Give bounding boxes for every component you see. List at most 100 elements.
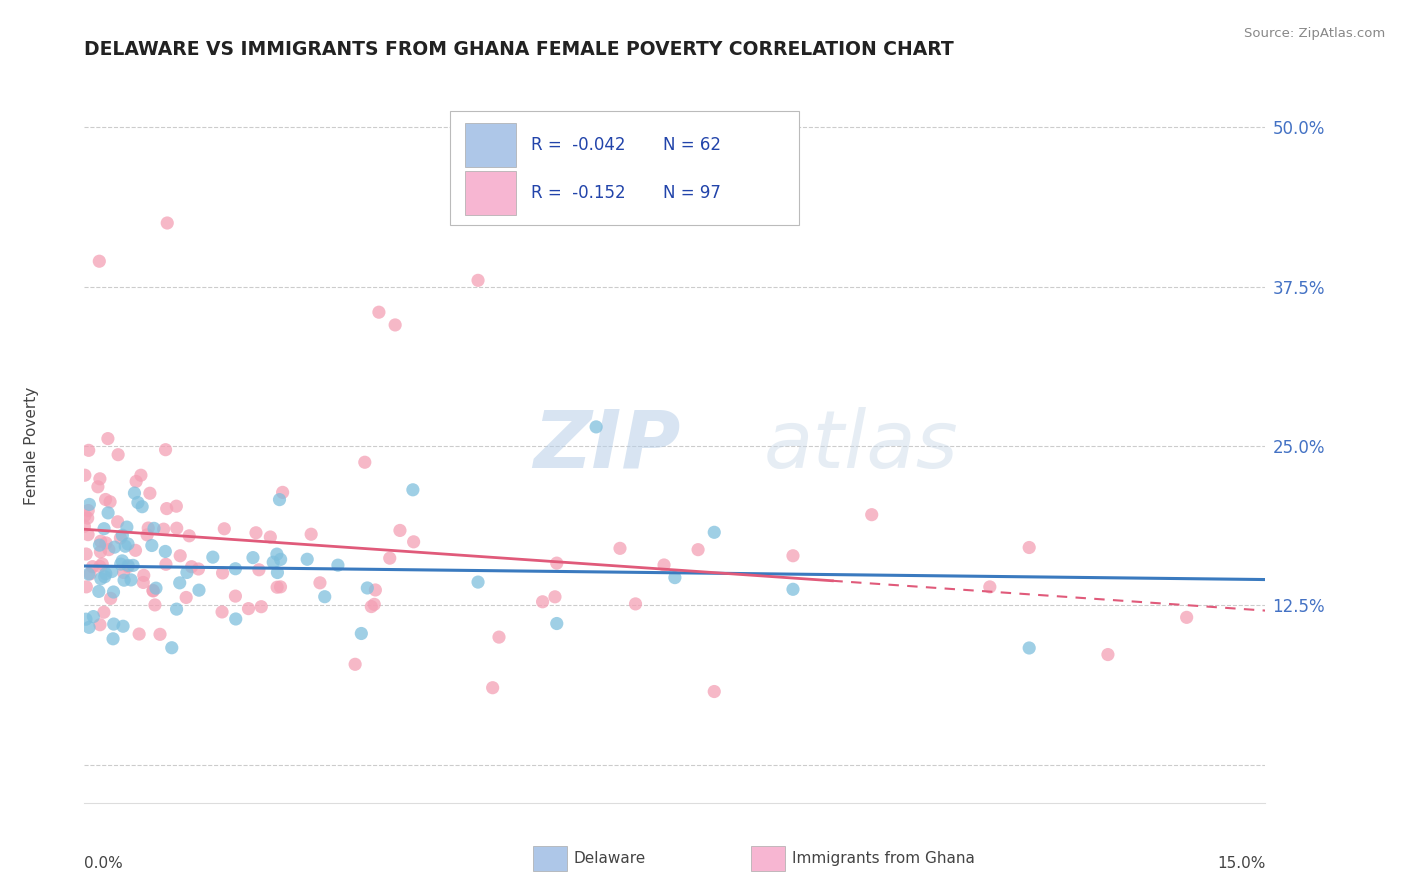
Point — [378, 551, 401, 566]
Point — [166, 602, 188, 616]
Point — [266, 580, 288, 594]
Point — [270, 580, 292, 594]
Point — [180, 559, 202, 574]
Point — [114, 539, 136, 553]
Text: ZIP: ZIP — [533, 407, 681, 485]
Point — [703, 525, 725, 540]
Point — [117, 537, 139, 551]
Point — [224, 589, 246, 603]
Point — [79, 566, 101, 581]
Point — [112, 573, 135, 587]
Point — [107, 448, 129, 462]
Point — [544, 590, 567, 604]
Point — [77, 620, 100, 634]
Point — [1018, 640, 1040, 655]
Point — [149, 627, 172, 641]
Point — [1097, 648, 1119, 662]
Text: Source: ZipAtlas.com: Source: ZipAtlas.com — [1244, 27, 1385, 40]
Point — [91, 557, 114, 571]
Point — [295, 552, 318, 566]
Point — [211, 605, 233, 619]
Point — [703, 684, 725, 698]
Point — [242, 550, 264, 565]
Text: atlas: atlas — [763, 407, 959, 485]
Point — [266, 566, 288, 580]
Point — [224, 562, 246, 576]
Text: Female Poverty: Female Poverty — [24, 387, 39, 505]
Point — [100, 591, 122, 606]
Point — [979, 580, 1001, 594]
Point — [156, 216, 179, 230]
Point — [165, 499, 187, 513]
Point — [353, 455, 375, 469]
Point — [188, 583, 211, 598]
Point — [211, 566, 233, 580]
Point — [73, 519, 96, 533]
Point — [350, 626, 373, 640]
Point — [187, 562, 209, 576]
Point — [73, 508, 96, 523]
Point — [77, 443, 100, 458]
Point — [367, 305, 389, 319]
Point — [155, 442, 177, 457]
Point — [136, 528, 159, 542]
Point — [141, 539, 163, 553]
Point — [112, 566, 135, 580]
Point — [120, 573, 142, 587]
Point — [238, 601, 260, 615]
Point — [179, 529, 201, 543]
Point — [546, 556, 568, 570]
Point — [89, 472, 111, 486]
Point — [111, 554, 134, 568]
Point — [269, 492, 291, 507]
Point — [90, 572, 112, 586]
Point — [145, 581, 167, 595]
Point — [860, 508, 883, 522]
Point — [117, 558, 139, 573]
Point — [77, 567, 100, 582]
Point — [201, 550, 224, 565]
Point — [117, 559, 139, 574]
Point — [111, 528, 134, 542]
Point — [89, 538, 111, 552]
Point — [124, 486, 146, 500]
Point — [94, 566, 117, 581]
Point — [76, 511, 98, 525]
Point — [250, 599, 273, 614]
Point — [89, 559, 111, 574]
Point — [245, 525, 267, 540]
Point — [125, 475, 148, 489]
Point — [129, 468, 152, 483]
Point — [160, 640, 183, 655]
Text: N = 62: N = 62 — [664, 136, 721, 153]
Point — [103, 540, 125, 554]
Point — [481, 681, 503, 695]
Point — [89, 254, 111, 268]
Point — [156, 501, 179, 516]
Point — [1018, 541, 1040, 555]
Point — [247, 563, 270, 577]
Point — [609, 541, 631, 556]
Point — [388, 524, 411, 538]
Point — [585, 420, 607, 434]
Point — [225, 612, 247, 626]
Point — [266, 547, 288, 561]
Point — [103, 585, 125, 599]
Text: N = 97: N = 97 — [664, 184, 721, 202]
Text: R =  -0.152: R = -0.152 — [530, 184, 626, 202]
Point — [128, 627, 150, 641]
Text: Delaware: Delaware — [574, 851, 645, 865]
Point — [467, 273, 489, 287]
Point — [688, 542, 710, 557]
Point — [664, 571, 686, 585]
Point — [402, 483, 425, 497]
Point — [314, 590, 336, 604]
Point — [79, 498, 101, 512]
Point — [488, 630, 510, 644]
Text: DELAWARE VS IMMIGRANTS FROM GHANA FEMALE POVERTY CORRELATION CHART: DELAWARE VS IMMIGRANTS FROM GHANA FEMALE… — [84, 40, 955, 59]
Point — [77, 527, 100, 541]
Point — [107, 515, 129, 529]
Point — [326, 558, 349, 573]
Point — [89, 545, 111, 559]
Point — [360, 599, 382, 614]
